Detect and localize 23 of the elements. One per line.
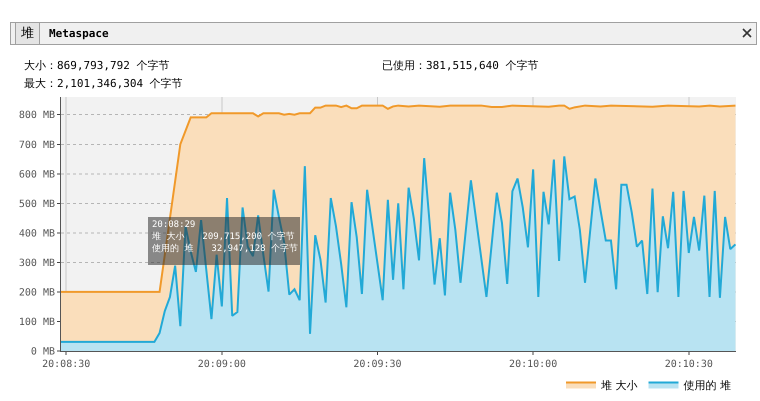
x-tick-label: 20:10:30 bbox=[664, 359, 713, 370]
x-tick-label: 20:09:00 bbox=[198, 359, 246, 370]
y-tick-label: 600 MB bbox=[18, 169, 55, 180]
y-tick-label: 700 MB bbox=[18, 140, 55, 151]
y-tick-label: 400 MB bbox=[18, 228, 55, 240]
text: 堆 bbox=[15, 23, 40, 44]
text: 大小：869,793,792 个字节 bbox=[24, 58, 170, 73]
text: 已使用：381,515,640 个字节 bbox=[382, 58, 538, 73]
y-tick-label: 300 MB bbox=[18, 258, 55, 269]
text: Metaspace bbox=[49, 26, 109, 42]
annotation: 20:08:29 bbox=[152, 219, 196, 231]
x-tick-label: 20:10:00 bbox=[509, 359, 558, 370]
y-tick-label: 100 MB bbox=[18, 316, 55, 328]
text: 最大：2,101,346,304 个字节 bbox=[24, 76, 183, 91]
annotation: 使用的 堆 32,947,128 个字节 bbox=[152, 243, 298, 255]
legend-label: 使用的 堆 bbox=[684, 378, 731, 392]
y-tick-label: 0 MB bbox=[30, 346, 55, 358]
legend-label: 堆 大小 bbox=[600, 378, 638, 392]
y-tick-label: 200 MB bbox=[18, 287, 55, 298]
y-tick-label: 500 MB bbox=[18, 198, 55, 210]
y-tick-label: 800 MB bbox=[18, 110, 55, 122]
x-tick-label: 20:09:30 bbox=[353, 359, 402, 370]
x-tick-label: 20:08:30 bbox=[42, 359, 90, 370]
